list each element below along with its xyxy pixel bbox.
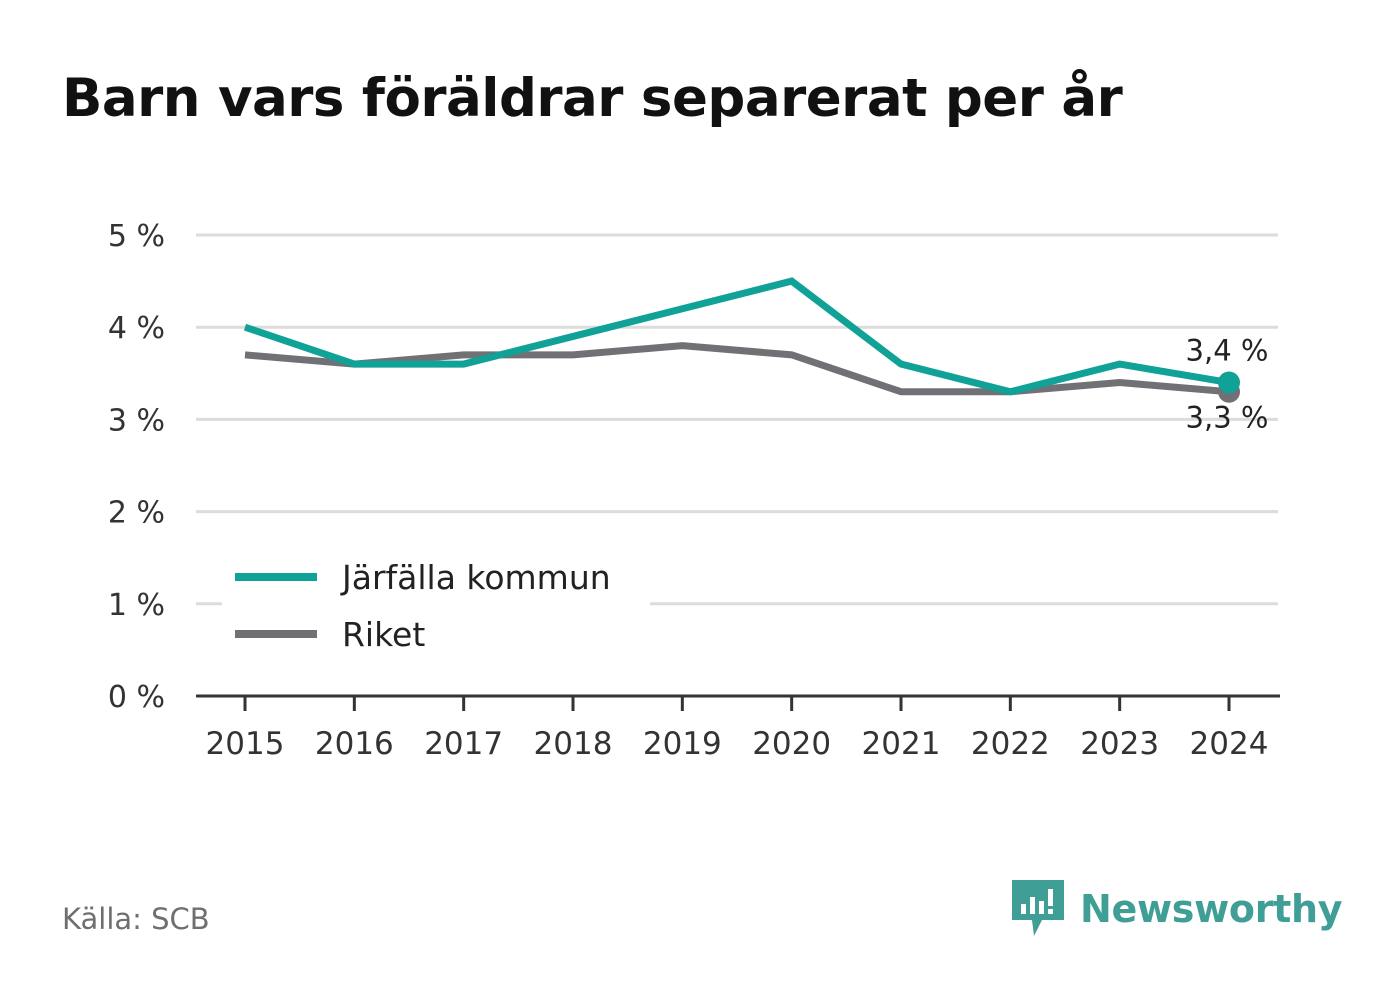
- x-tick-label: 2019: [643, 726, 722, 762]
- series-end-point: [1218, 371, 1240, 394]
- series-lines: [243, 277, 1240, 403]
- x-axis: 2015 2016 2017 2018 2019 2020 2021 2022 2023 2024: [196, 694, 1280, 762]
- x-tick-label: 2015: [206, 726, 285, 762]
- x-tick-label: 2023: [1080, 726, 1159, 762]
- chart-title: Barn vars föräldrar separerat per år: [62, 68, 1123, 129]
- x-tick-label: 2017: [424, 726, 503, 762]
- legend-label: Riket: [342, 615, 425, 654]
- brand-name: Newsworthy: [1080, 887, 1343, 931]
- x-tick-label: 2022: [971, 726, 1050, 762]
- source-note: Källa: SCB: [62, 902, 210, 936]
- newsworthy-logo-icon: [1012, 880, 1064, 936]
- x-tick-label: 2016: [315, 726, 394, 762]
- x-tick-label: 2024: [1190, 726, 1269, 762]
- y-tick-label: 5 %: [108, 219, 165, 254]
- legend-label: Järfälla kommun: [340, 558, 611, 597]
- gridlines: [196, 233, 1278, 606]
- end-value-label: 3,4 %: [1186, 334, 1269, 368]
- series-line: [244, 342, 1230, 396]
- end-value-label: 3,3 %: [1186, 401, 1269, 435]
- y-tick-label: 1 %: [108, 588, 165, 623]
- legend: Järfälla kommun Riket: [222, 555, 650, 655]
- y-tick-label: 3 %: [108, 403, 165, 438]
- end-labels: 3,4 % 3,3 %: [1186, 334, 1269, 435]
- y-tick-label: 0 %: [108, 680, 165, 715]
- x-tick-label: 2020: [752, 726, 831, 762]
- legend-background: [222, 555, 650, 655]
- y-tick-label: 4 %: [108, 311, 165, 346]
- x-tick-label: 2018: [534, 726, 613, 762]
- y-tick-label: 2 %: [108, 496, 165, 531]
- y-axis-tick-labels: 0 % 1 % 2 % 3 % 4 % 5 %: [108, 219, 165, 715]
- x-tick-label: 2021: [862, 726, 941, 762]
- brand-logo: Newsworthy: [1012, 880, 1343, 938]
- series-line: [243, 277, 1230, 396]
